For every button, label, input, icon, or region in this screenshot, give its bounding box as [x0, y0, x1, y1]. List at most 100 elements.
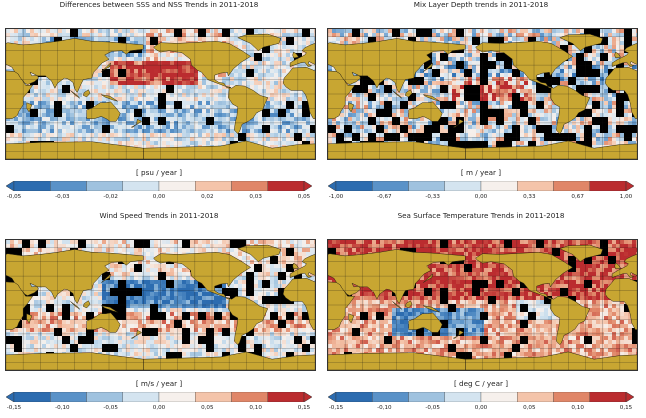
land-mass — [392, 301, 402, 310]
colorbar-segment — [231, 181, 268, 191]
land-mass — [101, 94, 118, 102]
colorbar-segment — [589, 392, 627, 402]
colorbar-ticks: -0,05 -0,03 -0,02 0,00 0,02 0,03 0,05 — [0, 193, 318, 202]
panel-sst: Sea Surface Temperature Trends in 2011-2… — [322, 211, 640, 418]
land-mass — [26, 102, 33, 113]
colorbar — [328, 392, 634, 402]
colorbar-segment — [480, 181, 518, 191]
colorbar-segment — [50, 181, 87, 191]
map-svg — [328, 29, 637, 159]
panel-wind: Wind Speed Trends in 2011-2018 [ m/s / y… — [0, 211, 318, 418]
colorbar-segment — [335, 392, 373, 402]
colorbar-segment — [122, 181, 160, 191]
colorbar-tick: -0,33 — [425, 194, 440, 200]
colorbar-segment — [195, 392, 232, 402]
map-svg — [6, 29, 315, 159]
colorbar-tick: -0,10 — [55, 405, 70, 411]
land-mass — [289, 254, 315, 278]
colorbar-tick: -0,05 — [6, 194, 22, 200]
colorbar-tick: 0,15 — [297, 405, 311, 411]
colorbar — [328, 181, 634, 191]
colorbar-segment — [231, 392, 268, 402]
land-mass — [404, 300, 413, 309]
land-mass — [101, 305, 118, 313]
land-mass — [70, 90, 80, 99]
graticule — [6, 29, 315, 159]
colorbar-tick: 0,10 — [249, 405, 262, 411]
colorbar-extend-low — [328, 181, 337, 191]
colorbar-tick: 0,05 — [201, 405, 214, 411]
colorbar-segment — [517, 181, 554, 191]
land-mass — [550, 296, 591, 346]
colorbar-tick: -0,02 — [103, 194, 118, 200]
colorbar-segment — [158, 181, 196, 191]
land-mass — [82, 89, 91, 98]
colorbar-ticks: -1,00 -0,67 -0,33 0,00 0,33 0,67 1,00 — [322, 193, 640, 202]
land-mass — [404, 89, 413, 98]
land-mass — [228, 85, 269, 135]
land-mass — [153, 252, 252, 300]
map-sss-nss — [5, 28, 316, 160]
land-mass — [550, 85, 591, 135]
colorbar-segment — [13, 181, 51, 191]
colorbar — [6, 181, 312, 191]
panel-title: Mix Layer Depth trends in 2011-2018 — [413, 0, 549, 9]
colorbar-tick: -1,00 — [328, 194, 344, 200]
land-mass — [453, 118, 465, 128]
colorbar-tick: 0,05 — [523, 405, 536, 411]
colorbar-tick: 0,00 — [152, 194, 166, 200]
colorbar-tick: 0,33 — [523, 194, 536, 200]
colorbar — [6, 392, 312, 402]
colorbar-tick: -0,15 — [328, 405, 344, 411]
colorbar-segment — [408, 181, 445, 191]
land-mass — [348, 102, 355, 113]
map-mld — [327, 28, 638, 160]
colorbar-tick: 0,00 — [152, 405, 166, 411]
land-mass — [86, 101, 121, 122]
map-wind — [5, 239, 316, 371]
colorbar-segment — [408, 392, 445, 402]
colorbar-segment — [553, 392, 590, 402]
panel-sss-nss: Differences between SSS and NSS Trends i… — [0, 0, 318, 207]
land-mass — [86, 312, 121, 333]
colorbar-extend-low — [6, 392, 15, 402]
panel-title: Sea Surface Temperature Trends in 2011-2… — [397, 211, 565, 220]
colorbar-extend-high — [303, 392, 312, 402]
land-mass — [82, 300, 91, 309]
colorbar-tick: 0,02 — [201, 194, 214, 200]
colorbar-tick: -0,15 — [6, 405, 22, 411]
colorbar-segment — [335, 181, 373, 191]
colorbar-tick: -0,67 — [377, 194, 392, 200]
colorbar-unit-label: [ deg C / year ] — [453, 379, 509, 388]
colorbar-tick: -0,10 — [377, 405, 392, 411]
colorbar-tick: 0,10 — [571, 405, 584, 411]
colorbar-extend-high — [625, 392, 634, 402]
colorbar-segment — [50, 392, 87, 402]
panel-mld: Mix Layer Depth trends in 2011-2018 [ m … — [322, 0, 640, 207]
colorbar-ticks: -0,15 -0,10 -0,05 0,00 0,05 0,10 0,15 — [0, 404, 318, 413]
land-mass — [289, 43, 315, 67]
colorbar-segment — [589, 181, 627, 191]
land-mass — [475, 41, 574, 89]
colorbar-segment — [553, 181, 590, 191]
colorbar-tick: 0,00 — [474, 194, 488, 200]
land-mass — [70, 301, 80, 310]
map-svg — [6, 240, 315, 370]
colorbar-tick: 1,00 — [619, 194, 633, 200]
land-mass — [408, 312, 443, 333]
colorbar-segment — [267, 392, 305, 402]
land-mass — [131, 118, 143, 128]
colorbar-segment — [122, 392, 160, 402]
colorbar-segment — [13, 392, 51, 402]
panel-title: Wind Speed Trends in 2011-2018 — [99, 211, 219, 220]
colorbar-tick: 0,03 — [249, 194, 262, 200]
colorbar-unit-label: [ psu / year ] — [135, 168, 183, 177]
land-mass — [153, 41, 252, 89]
land-mass — [26, 313, 33, 324]
colorbar-extend-low — [328, 392, 337, 402]
colorbar-segment — [86, 181, 123, 191]
colorbar-ticks: -0,15 -0,10 -0,05 0,00 0,05 0,10 0,15 — [322, 404, 640, 413]
colorbar-segment — [480, 392, 518, 402]
colorbar-segment — [195, 181, 232, 191]
colorbar-tick: -0,03 — [55, 194, 70, 200]
